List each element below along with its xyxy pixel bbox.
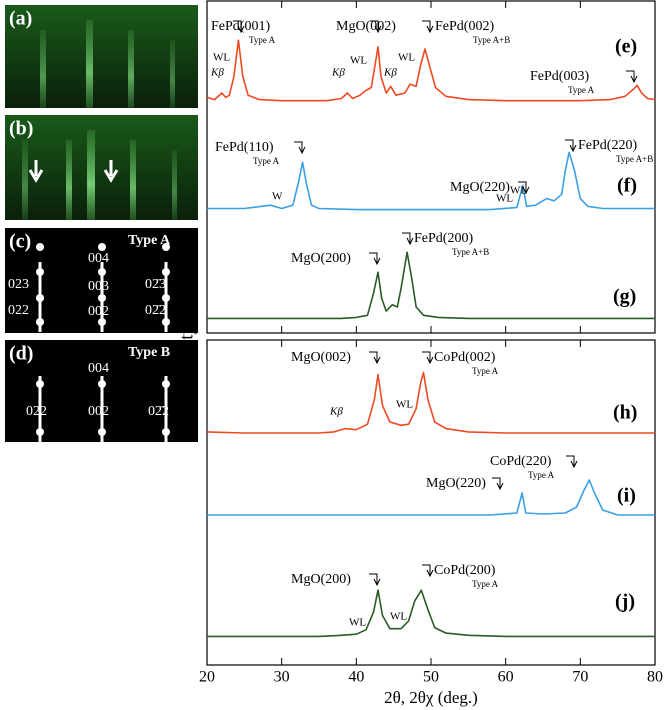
peak-note: Type A+B <box>473 35 510 45</box>
peak-bracket <box>422 21 433 32</box>
peak-bracket <box>565 140 576 151</box>
x-tick-label: 70 <box>572 669 588 686</box>
peak-annotation: CoPd(220) <box>490 454 552 469</box>
peak-note: Type A+B <box>616 154 653 164</box>
peak-annotation: FePd(200) <box>414 231 473 246</box>
index-label: 022 <box>26 404 47 419</box>
peak-bracket <box>566 456 577 467</box>
peak-note: Type A <box>249 35 276 45</box>
x-axis-label: 2θ, 2θχ (deg.) <box>384 688 478 707</box>
peak-annotation: MgO(002) <box>291 350 351 365</box>
plot-frame <box>207 1 655 333</box>
rheed-image-b <box>5 115 198 220</box>
x-tick-label: 20 <box>199 669 215 686</box>
panel-label: (i) <box>617 485 636 507</box>
peak-annotation: MgO(002) <box>336 19 396 34</box>
image-label: (a) <box>9 8 32 30</box>
index-label: 004 <box>88 251 109 266</box>
x-tick-label: 80 <box>647 669 663 686</box>
y-axis-label: Log intensity (arb. unit) <box>176 244 197 426</box>
peak-bracket <box>369 574 380 585</box>
peak-annotation: WL <box>390 611 407 623</box>
peak-annotation: Kβ <box>383 67 397 79</box>
peak-annotation: WL <box>213 52 230 64</box>
peak-note: Type A <box>253 156 280 166</box>
spectrum-line <box>207 373 655 434</box>
index-label: 022 <box>8 303 29 318</box>
index-label: 02̄2 <box>145 303 166 318</box>
x-tick-label: 40 <box>348 669 364 686</box>
rheed-image-a <box>5 5 198 108</box>
peak-annotation: WL <box>510 185 527 197</box>
peak-bracket <box>492 478 503 489</box>
x-tick-label: 50 <box>423 669 439 686</box>
panel-label: (h) <box>613 402 637 424</box>
index-label: 002 <box>88 404 109 419</box>
peak-bracket <box>294 142 305 153</box>
peak-note: Type A <box>568 85 595 95</box>
diagram-title: Type B <box>128 345 170 360</box>
peak-annotation: MgO(200) <box>291 251 351 266</box>
peak-bracket <box>369 352 380 363</box>
panel-label: (e) <box>615 36 637 58</box>
diagram-label: (c) <box>9 231 31 253</box>
peak-annotation: WL <box>398 52 415 64</box>
x-tick-label: 60 <box>498 669 514 686</box>
peak-note: Type A <box>472 579 499 589</box>
spectrum-line <box>207 590 655 636</box>
peak-bracket <box>422 352 433 363</box>
diagram-title: Type A <box>128 233 171 248</box>
peak-annotation: WL <box>350 55 367 67</box>
peak-note: Type A <box>528 470 555 480</box>
index-label: 023 <box>8 277 29 292</box>
peak-annotation: Kβ <box>210 67 224 79</box>
peak-annotation: Kβ <box>329 406 343 418</box>
peak-annotation: W <box>272 191 283 203</box>
index-label: 02̄3 <box>145 277 166 292</box>
peak-bracket <box>626 71 637 82</box>
index-label: 004 <box>88 361 109 376</box>
peak-annotation: MgO(220) <box>426 476 486 491</box>
index-label: 003 <box>88 279 109 294</box>
peak-annotation: Kβ <box>331 67 345 79</box>
peak-bracket <box>369 253 380 264</box>
peak-annotation: FePd(110) <box>215 140 274 155</box>
diagram-label: (d) <box>9 343 33 365</box>
panel-label: (j) <box>615 591 635 613</box>
image-label: (b) <box>9 118 33 140</box>
peak-bracket <box>402 233 413 244</box>
peak-annotation: FePd(220) <box>578 138 637 153</box>
index-label: 002 <box>88 304 109 319</box>
peak-note: Type A+B <box>452 247 489 257</box>
panel-label: (g) <box>613 286 636 308</box>
peak-annotation: CoPd(002) <box>434 350 496 365</box>
peak-annotation: FePd(003) <box>530 69 589 84</box>
peak-annotation: WL <box>349 617 366 629</box>
index-label: 02̄2 <box>148 404 169 419</box>
peak-annotation: MgO(200) <box>291 572 351 587</box>
peak-annotation: WL <box>396 399 413 411</box>
peak-bracket <box>422 565 433 576</box>
figure: (a) (b) (c) Type A 004 023 003 02̄3 022 … <box>0 0 667 710</box>
x-tick-label: 30 <box>274 669 290 686</box>
peak-note: Type A <box>472 366 499 376</box>
spectrum-line <box>207 252 655 318</box>
panel-label: (f) <box>617 175 637 197</box>
peak-annotation: FePd(002) <box>435 19 494 34</box>
peak-annotation: CoPd(200) <box>434 563 496 578</box>
